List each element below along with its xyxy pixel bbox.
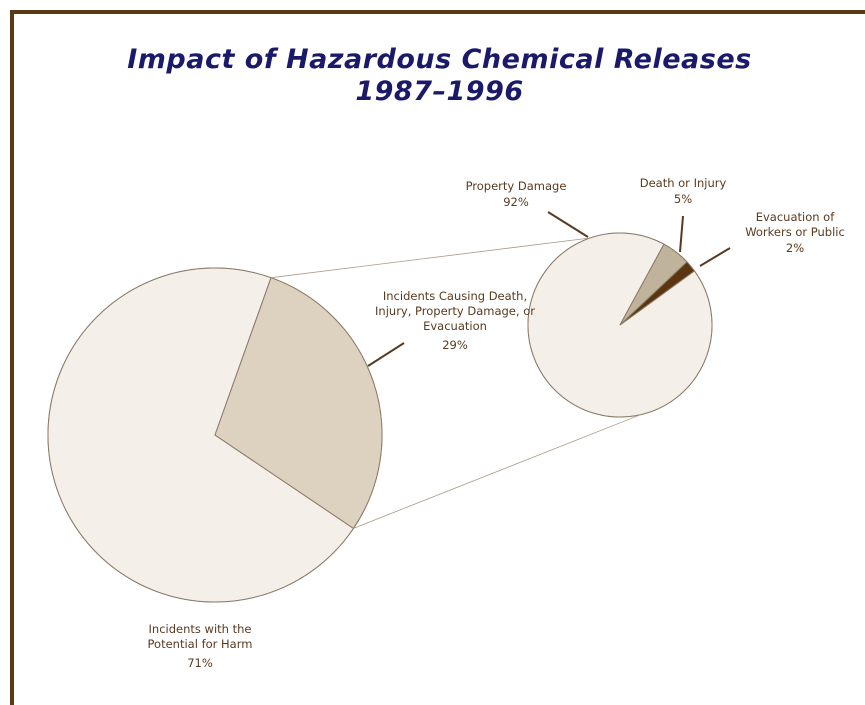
slice-label: Incidents Causing Death, Injury, Propert… [375,289,535,333]
pie-slice [47,267,355,603]
slice-label: Evacuation of Workers or Public [745,210,845,239]
leader-line [547,211,589,238]
slice-value-label: 71% [187,656,213,670]
pie-slice [619,261,696,326]
chart-subtitle: 1987–1996 [355,76,524,107]
connector-line [270,237,591,279]
leader-line [699,247,731,267]
slice-value-label: 92% [503,195,529,209]
connector-line [353,414,641,529]
leader-line [367,342,405,367]
frame [10,10,865,705]
leader-line [679,215,684,253]
slice-label: Incidents with the Potential for Harm [147,622,253,651]
slice-value-label: 29% [442,338,468,352]
chart-title: Impact of Hazardous Chemical Releases [127,44,752,75]
slice-value-label: 5% [673,192,693,206]
slice-label: Death or Injury [639,176,727,190]
slice-label: Property Damage [465,179,567,193]
slice-value-label: 2% [785,241,805,255]
pie-slice [214,277,383,530]
